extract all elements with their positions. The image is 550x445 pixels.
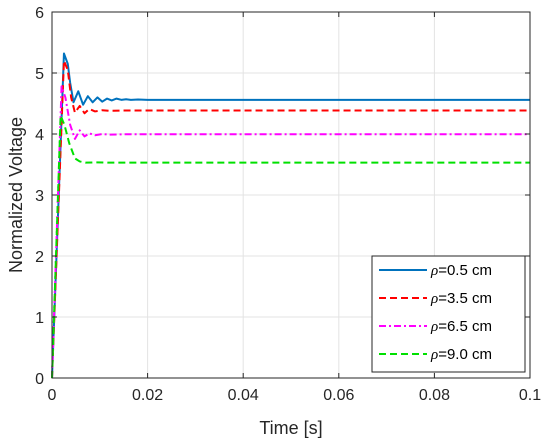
- y-tick-label: 5: [35, 66, 44, 83]
- x-tick-label: 0.04: [228, 387, 259, 404]
- legend-label-1: ρ=0.5 cm: [430, 262, 492, 279]
- series-line-4: [51, 114, 530, 379]
- legend: ρ=0.5 cm ρ=3.5 cm ρ=6.5 cm ρ=9.0 cm: [371, 255, 526, 373]
- series-line-2: [51, 59, 530, 379]
- y-tick-label: 1: [35, 310, 44, 327]
- x-tick-label: 0.06: [323, 387, 354, 404]
- x-axis-label: Time [s]: [259, 418, 322, 438]
- legend-entries: ρ=0.5 cm ρ=3.5 cm ρ=6.5 cm ρ=9.0 cm: [379, 262, 492, 363]
- series-layer: [51, 52, 530, 379]
- x-tick-label: 0: [48, 387, 57, 404]
- legend-label-4: ρ=9.0 cm: [430, 346, 492, 363]
- legend-label-3: ρ=6.5 cm: [430, 318, 492, 335]
- y-tick-label: 3: [35, 188, 44, 205]
- y-tick-label: 0: [35, 371, 44, 388]
- series-line-3: [51, 85, 530, 379]
- x-tick-label: 0.02: [132, 387, 163, 404]
- y-tick-label: 2: [35, 249, 44, 266]
- series-line-1: [51, 52, 530, 379]
- legend-box: [371, 255, 526, 373]
- y-tick-label: 4: [35, 127, 44, 144]
- x-tick-label: 0.1: [519, 387, 541, 404]
- axis-ticks: 0 0.02 0.04 0.06 0.08 0.1 0 1 2 3 4 5 6: [35, 5, 541, 404]
- x-tick-label: 0.08: [419, 387, 450, 404]
- legend-label-2: ρ=3.5 cm: [430, 290, 492, 307]
- y-axis-label: Normalized Voltage: [6, 117, 26, 273]
- y-tick-label: 6: [35, 5, 44, 22]
